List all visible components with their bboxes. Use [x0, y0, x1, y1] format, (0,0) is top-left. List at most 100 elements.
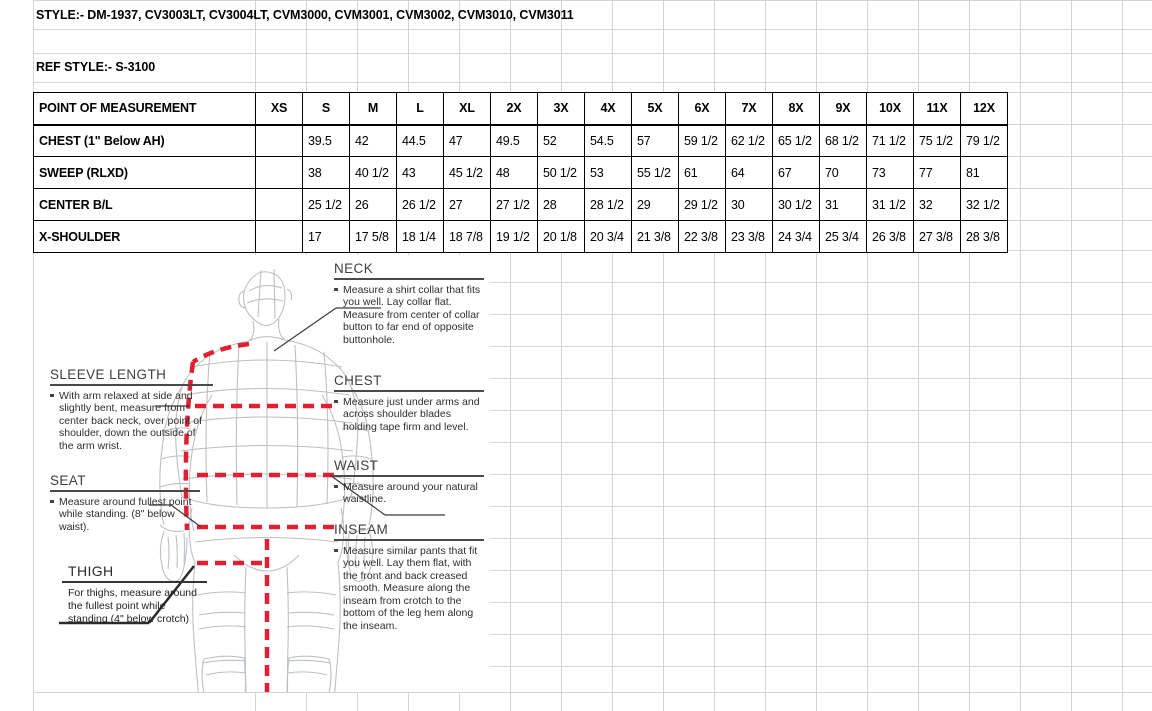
cell: 52 [537, 124, 585, 157]
cell: 59 1/2 [678, 124, 726, 157]
cell: 65 1/2 [772, 124, 820, 157]
callout-title-waist: WAIST [334, 458, 379, 473]
cell: 81 [960, 156, 1008, 189]
callout-rule [62, 581, 207, 583]
row-label-sweep: SWEEP (RLXD) [33, 156, 256, 189]
callout-rule [50, 490, 200, 492]
cell: 19 1/2 [490, 220, 538, 253]
cell: 29 [631, 188, 679, 221]
cell: 30 [725, 188, 773, 221]
cell: 73 [866, 156, 914, 189]
table-row: CENTER B/L 25 1/2 26 26 1/2 27 27 1/2 28… [33, 188, 1008, 221]
cell: 79 1/2 [960, 124, 1008, 157]
column-header-m: M [349, 92, 397, 126]
cell: 50 1/2 [537, 156, 585, 189]
cell: 45 1/2 [443, 156, 491, 189]
callout-title-seat: SEAT [50, 473, 86, 488]
leader-line-thigh [59, 565, 195, 625]
measurement-lines [183, 341, 339, 692]
cell: 25 3/4 [819, 220, 867, 253]
cell: 38 [302, 156, 350, 189]
row-label-center-bl: CENTER B/L [33, 188, 256, 221]
column-header-5x: 5X [631, 92, 679, 126]
callout-rule [334, 475, 484, 477]
cell: 47 [443, 124, 491, 157]
cell: 49.5 [490, 124, 538, 157]
cell: 62 1/2 [725, 124, 773, 157]
column-header-4x: 4X [584, 92, 632, 126]
cell: 77 [913, 156, 961, 189]
table-header-row: POINT OF MEASUREMENT XS S M L XL 2X 3X 4… [33, 92, 1008, 126]
column-header-10x: 10X [866, 92, 914, 126]
table-row: X-SHOULDER 17 17 5/8 18 1/4 18 7/8 19 1/… [33, 220, 1008, 253]
cell: 27 3/8 [913, 220, 961, 253]
column-header-12x: 12X [960, 92, 1008, 126]
column-header-xl: XL [443, 92, 491, 126]
table-row: SWEEP (RLXD) 38 40 1/2 43 45 1/2 48 50 1… [33, 156, 1008, 189]
cell: 27 [443, 188, 491, 221]
cell: 26 [349, 188, 397, 221]
column-header-pom: POINT OF MEASUREMENT [33, 92, 256, 126]
cell: 55 1/2 [631, 156, 679, 189]
cell: 20 1/8 [537, 220, 585, 253]
style-line: STYLE:- DM-1937, CV3003LT, CV3004LT, CVM… [36, 8, 574, 22]
callout-title-thigh: THIGH [68, 563, 114, 579]
cell: 64 [725, 156, 773, 189]
column-header-l: L [396, 92, 444, 126]
callout-rule [50, 384, 213, 386]
column-header-11x: 11X [913, 92, 961, 126]
ref-style-line: REF STYLE:- S-3100 [36, 60, 156, 74]
callout-body-neck: Measure a shirt collar that fits you wel… [334, 284, 484, 347]
callout-rule [334, 539, 484, 541]
cell [255, 188, 303, 221]
cell: 42 [349, 124, 397, 157]
cell: 68 1/2 [819, 124, 867, 157]
callout-body-chest: Measure just under arms and across shoul… [334, 396, 484, 434]
cell: 32 [913, 188, 961, 221]
cell: 61 [678, 156, 726, 189]
cell: 48 [490, 156, 538, 189]
callout-body-inseam: Measure similar pants that fit you well.… [334, 545, 484, 633]
cell: 28 3/8 [960, 220, 1008, 253]
cell: 31 [819, 188, 867, 221]
leader-lines [149, 307, 445, 528]
cell: 22 3/8 [678, 220, 726, 253]
cell: 31 1/2 [866, 188, 914, 221]
callout-title-chest: CHEST [334, 373, 382, 388]
callout-title-inseam: INSEAM [334, 522, 389, 537]
measurement-diagram: NECK Measure a shirt collar that fits yo… [34, 255, 490, 692]
cell: 44.5 [396, 124, 444, 157]
callout-body-seat: Measure around fullest point while stand… [50, 496, 200, 534]
callout-title-sleeve-length: SLEEVE LENGTH [50, 367, 167, 382]
cell: 18 7/8 [443, 220, 491, 253]
cell: 57 [631, 124, 679, 157]
cell: 30 1/2 [772, 188, 820, 221]
callout-inseam: INSEAM Measure similar pants that fit yo… [334, 522, 484, 633]
cell: 28 [537, 188, 585, 221]
column-header-6x: 6X [678, 92, 726, 126]
callout-neck: NECK Measure a shirt collar that fits yo… [334, 261, 484, 346]
cell: 71 1/2 [866, 124, 914, 157]
column-header-2x: 2X [490, 92, 538, 126]
cell: 32 1/2 [960, 188, 1008, 221]
cell: 70 [819, 156, 867, 189]
table-row: CHEST (1" Below AH) 39.5 42 44.5 47 49.5… [33, 124, 1008, 157]
cell: 67 [772, 156, 820, 189]
cell: 75 1/2 [913, 124, 961, 157]
cell: 54.5 [584, 124, 632, 157]
cell: 18 1/4 [396, 220, 444, 253]
cell: 24 3/4 [772, 220, 820, 253]
cell: 23 3/8 [725, 220, 773, 253]
row-label-chest: CHEST (1" Below AH) [33, 124, 256, 157]
cell: 43 [396, 156, 444, 189]
column-header-8x: 8X [772, 92, 820, 126]
callout-sleeve-length: SLEEVE LENGTH With arm relaxed at side a… [50, 367, 213, 452]
callout-title-neck: NECK [334, 261, 374, 276]
cell: 17 5/8 [349, 220, 397, 253]
column-header-7x: 7X [725, 92, 773, 126]
cell [255, 220, 303, 253]
column-header-xs: XS [255, 92, 303, 126]
size-chart-table: POINT OF MEASUREMENT XS S M L XL 2X 3X 4… [33, 92, 1008, 253]
callout-chest: CHEST Measure just under arms and across… [334, 373, 484, 433]
